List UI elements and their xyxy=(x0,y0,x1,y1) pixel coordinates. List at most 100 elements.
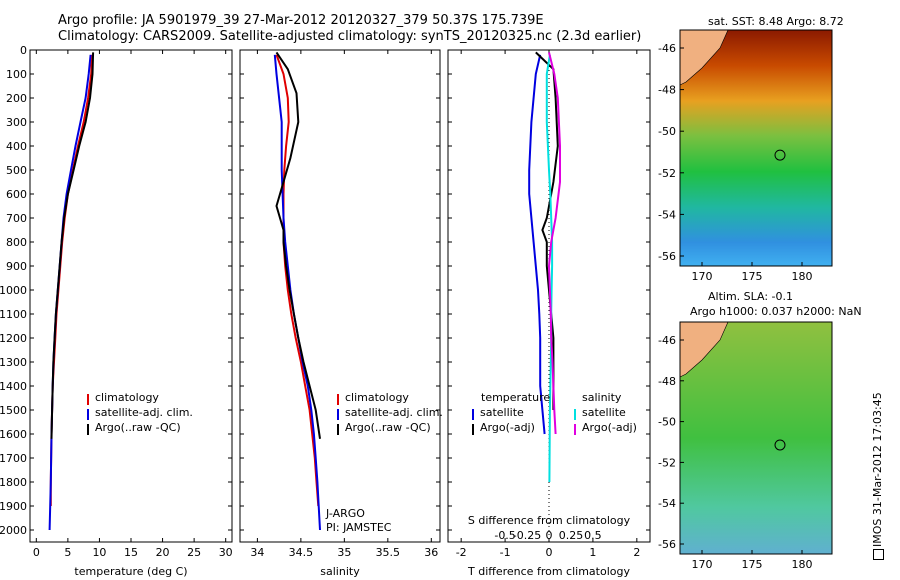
map-sla-title1: Altim. SLA: -0.1 xyxy=(708,290,794,303)
series-line-0-2 xyxy=(50,52,95,439)
ytick-label: 100 xyxy=(6,68,27,81)
x-axis-label: temperature (deg C) xyxy=(74,565,187,578)
imos-logo-icon xyxy=(872,549,884,560)
ytick-label: 1400 xyxy=(0,380,27,393)
secondary-xtick-label: -0.25 xyxy=(513,529,541,542)
imos-stamp: IMOS 31-Mar-2012 17:03:45 xyxy=(871,392,884,560)
series-line-1-1 xyxy=(273,54,321,531)
xtick-label: 25 xyxy=(187,546,201,559)
series-line-1-0 xyxy=(275,54,320,507)
sst-map-lon-tick-label: 175 xyxy=(742,270,763,283)
sst-map-lon-tick-label: 180 xyxy=(792,270,813,283)
legend-diff-temp-argo: Argo(-adj) xyxy=(480,421,535,434)
legend-sal-argo: Argo(..raw -QC) xyxy=(345,421,431,434)
sst-map-lat-tick-label: -56 xyxy=(658,250,676,263)
legend-sal-clim: climatology xyxy=(345,391,409,404)
xtick-label: 34.5 xyxy=(289,546,314,559)
sla-map-lon-tick-label: 170 xyxy=(692,558,713,571)
sla-map-lon-tick-label: 180 xyxy=(792,558,813,571)
secondary-x-axis-label: S difference from climatology xyxy=(468,514,631,527)
secondary-xtick-label: 0.25 xyxy=(559,529,584,542)
figure-title-line1: Argo profile: JA 5901979_39 27-Mar-2012 … xyxy=(58,13,544,28)
legend-diff-sal-sat: satellite xyxy=(582,406,626,419)
legend-temp-sat: satellite-adj. clim. xyxy=(95,406,193,419)
xtick-label: 10 xyxy=(92,546,106,559)
xtick-label: 35 xyxy=(337,546,351,559)
legend-diff-sal-argo: Argo(-adj) xyxy=(582,421,637,434)
sst-map-lat-tick-label: -46 xyxy=(658,42,676,55)
ytick-label: 600 xyxy=(6,188,27,201)
ytick-label: 1500 xyxy=(0,404,27,417)
xtick-label: -2 xyxy=(456,546,467,559)
figure-title-line2: Climatology: CARS2009. Satellite-adjuste… xyxy=(58,29,642,44)
sst-map-lon-tick-label: 170 xyxy=(692,270,713,283)
xtick-label: 2 xyxy=(633,546,640,559)
note-pi: PI: JAMSTEC xyxy=(326,521,392,534)
ytick-label: 1200 xyxy=(0,332,27,345)
xtick-label: 36 xyxy=(424,546,438,559)
sst-map-lat-tick-label: -52 xyxy=(658,167,676,180)
xtick-label: 0 xyxy=(546,546,553,559)
sla-map-lat-tick-label: -52 xyxy=(658,456,676,469)
sst-map-lat-tick-label: -48 xyxy=(658,84,676,97)
xtick-label: 15 xyxy=(124,546,138,559)
series-line-2-1 xyxy=(535,51,559,410)
x-axis-label: salinity xyxy=(320,565,360,578)
sla-map-field xyxy=(680,322,832,554)
series-line-1-2 xyxy=(275,51,321,439)
xtick-label: 20 xyxy=(156,546,170,559)
sst-map-field xyxy=(680,30,832,266)
xtick-label: 0 xyxy=(33,546,40,559)
legend-sal-sat: satellite-adj. clim. xyxy=(345,406,443,419)
sla-map-lat-tick-label: -54 xyxy=(658,497,676,510)
sst-map-lat-tick-label: -54 xyxy=(658,208,676,221)
ytick-label: 1000 xyxy=(0,284,27,297)
ytick-label: 300 xyxy=(6,116,27,129)
note-jargo: J-ARGO xyxy=(326,507,365,520)
sla-map-frame xyxy=(679,321,833,555)
sla-map-lon-tick-label: 175 xyxy=(742,558,763,571)
sla-map-lat-tick-label: -56 xyxy=(658,538,676,551)
series-line-2-2 xyxy=(545,54,554,483)
legend-diff-temp-sat: satellite xyxy=(480,406,524,419)
xtick-label: 34 xyxy=(250,546,264,559)
ytick-label: 1700 xyxy=(0,452,27,465)
sst-map-lat-tick-label: -50 xyxy=(658,125,676,138)
ytick-label: 1900 xyxy=(0,500,27,513)
map-sst-title: sat. SST: 8.48 Argo: 8.72 xyxy=(708,15,844,28)
legend-diff-sal-heading: salinity xyxy=(582,391,622,404)
xtick-label: 30 xyxy=(219,546,233,559)
sla-map-lat-tick-label: -50 xyxy=(658,416,676,429)
series-line-2-3 xyxy=(547,52,561,435)
ytick-label: 1600 xyxy=(0,428,27,441)
xtick-label: -1 xyxy=(500,546,511,559)
ytick-label: 200 xyxy=(6,92,27,105)
sst-map-argo-location-marker xyxy=(774,149,786,161)
series-line-2-0 xyxy=(528,54,546,435)
xtick-label: 1 xyxy=(589,546,596,559)
ytick-label: 800 xyxy=(6,236,27,249)
legend-temp-argo: Argo(..raw -QC) xyxy=(95,421,181,434)
ytick-label: 700 xyxy=(6,212,27,225)
imos-stamp-text: IMOS 31-Mar-2012 17:03:45 xyxy=(871,392,884,547)
ytick-label: 1800 xyxy=(0,476,27,489)
ytick-label: 400 xyxy=(6,140,27,153)
sla-map-argo-location-marker xyxy=(774,439,786,451)
sla-map-lat-tick-label: -48 xyxy=(658,375,676,388)
ytick-label: 1300 xyxy=(0,356,27,369)
secondary-xtick-label: -0.5 xyxy=(494,529,515,542)
panel-frame-0 xyxy=(29,49,233,543)
ytick-label: 1100 xyxy=(0,308,27,321)
ytick-label: 900 xyxy=(6,260,27,273)
legend-temp-clim: climatology xyxy=(95,391,159,404)
sla-map-lat-tick-label: -46 xyxy=(658,334,676,347)
ytick-label: 2000 xyxy=(0,524,27,537)
map-sla-title2: Argo h1000: 0.037 h2000: NaN xyxy=(690,305,862,318)
ytick-label: 0 xyxy=(20,44,27,57)
sst-map-frame xyxy=(679,29,833,267)
panel-frame-1 xyxy=(239,49,441,543)
xtick-label: 35.5 xyxy=(376,546,401,559)
secondary-xtick-label: 0 xyxy=(546,529,553,542)
